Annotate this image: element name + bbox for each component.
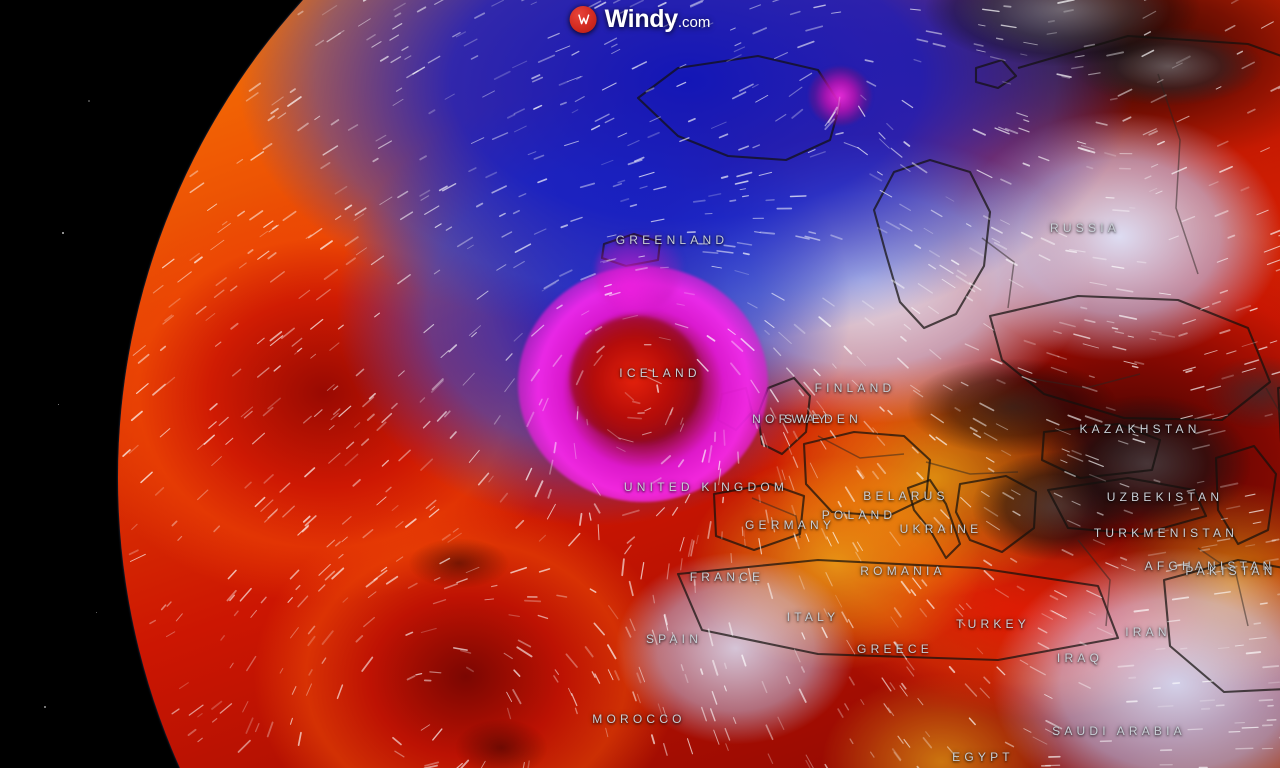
cyclone-main-core bbox=[570, 316, 702, 442]
star bbox=[44, 706, 46, 708]
star bbox=[62, 232, 64, 234]
cyclone-secondary bbox=[809, 67, 871, 125]
globe[interactable] bbox=[118, 0, 1280, 768]
brand-name: Windy bbox=[604, 5, 679, 33]
star bbox=[96, 612, 98, 614]
brand-tld: .com bbox=[677, 14, 711, 31]
windy-logo-text: Windy.com bbox=[605, 7, 711, 32]
star bbox=[88, 100, 90, 102]
windy-logo-icon bbox=[569, 6, 597, 33]
star bbox=[58, 404, 60, 406]
windy-logo[interactable]: Windy.com bbox=[569, 6, 711, 33]
